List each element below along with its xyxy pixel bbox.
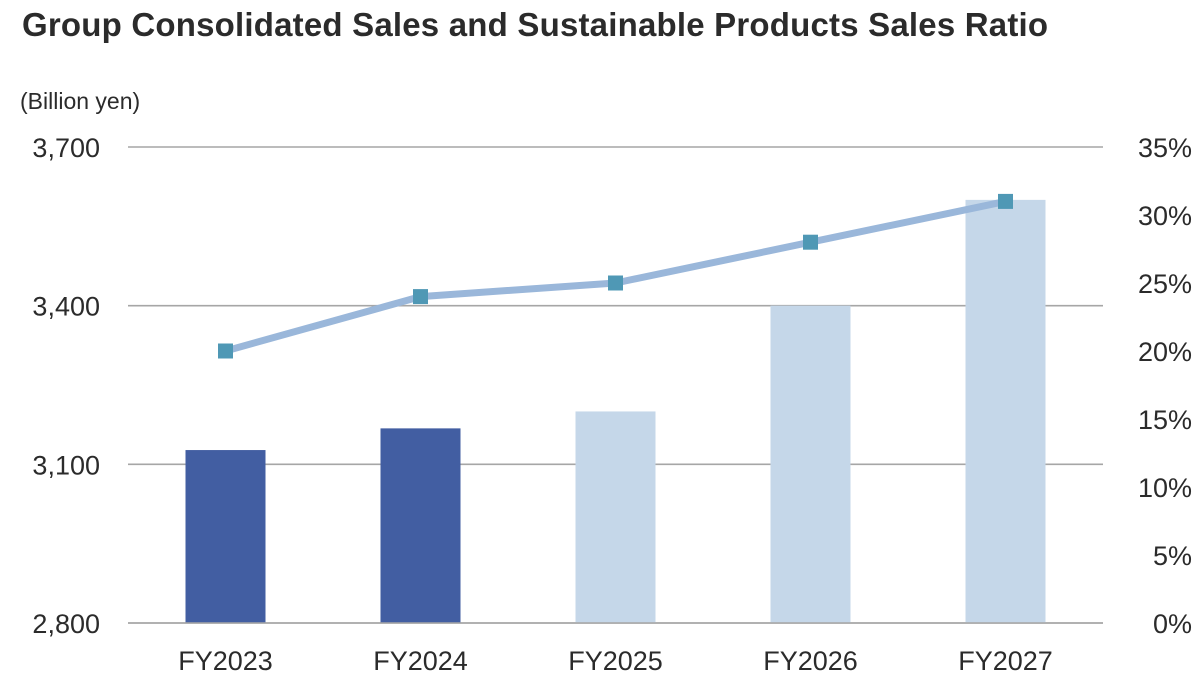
y-right-tick-label: 35% xyxy=(1138,133,1192,163)
ratio-point xyxy=(803,234,818,250)
ratio-point xyxy=(413,289,428,305)
bar xyxy=(770,305,851,623)
x-tick-label: FY2026 xyxy=(763,646,858,676)
y-left-tick-label: 3,100 xyxy=(32,450,100,480)
y-right-tick-label: 15% xyxy=(1138,405,1192,435)
y-right-tick-label: 30% xyxy=(1138,201,1192,231)
ratio-point xyxy=(608,275,623,291)
x-tick-label: FY2023 xyxy=(178,646,273,676)
ratio-point xyxy=(998,193,1013,209)
y-right-tick-label: 0% xyxy=(1153,609,1192,639)
chart-title: Group Consolidated Sales and Sustainable… xyxy=(22,6,1049,43)
y-right-tick-label: 10% xyxy=(1138,473,1192,503)
x-tick-label: FY2027 xyxy=(958,646,1053,676)
bar xyxy=(575,411,656,623)
bar xyxy=(380,428,461,623)
x-tick-label: FY2025 xyxy=(568,646,663,676)
y-axis-unit-label: (Billion yen) xyxy=(20,88,141,114)
y-left-tick-label: 3,700 xyxy=(32,133,100,163)
y-left-tick-label: 2,800 xyxy=(32,609,100,639)
y-right-tick-label: 5% xyxy=(1153,541,1192,571)
y-right-tick-label: 20% xyxy=(1138,337,1192,367)
y-left-tick-label: 3,400 xyxy=(32,292,100,322)
bar xyxy=(965,199,1046,623)
ratio-point xyxy=(218,343,233,359)
x-tick-label: FY2024 xyxy=(373,646,468,676)
y-right-tick-label: 25% xyxy=(1138,269,1192,299)
bar xyxy=(185,450,266,623)
